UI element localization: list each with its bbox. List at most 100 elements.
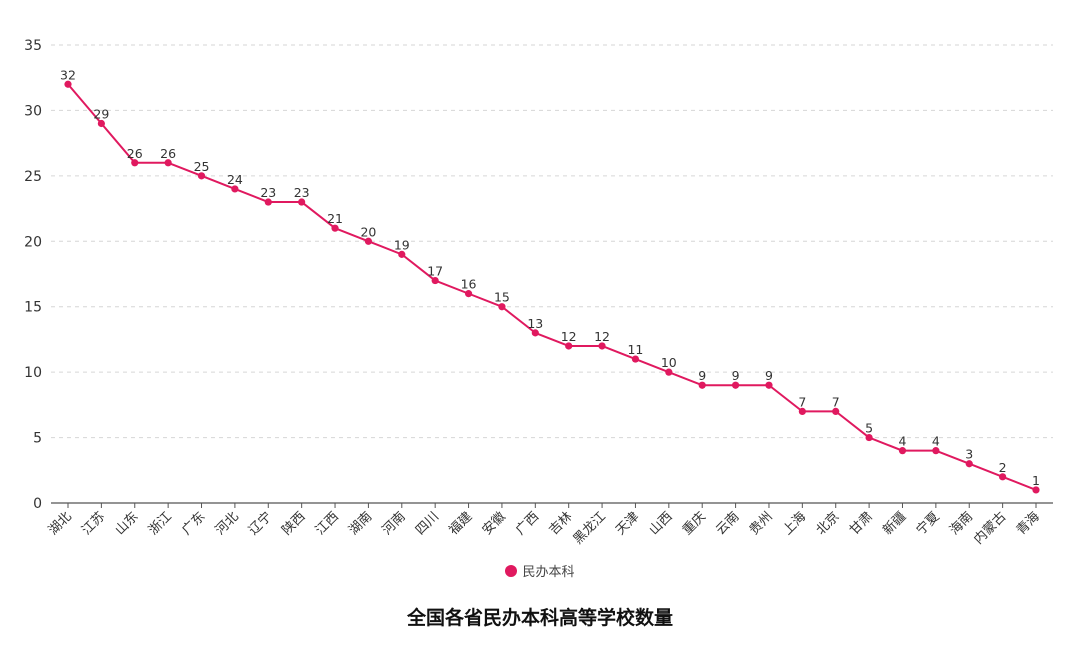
data-point[interactable]: [164, 159, 172, 167]
x-tick-label: 新疆: [880, 509, 910, 539]
x-tick-label: 山西: [647, 509, 676, 538]
x-tick-label: 福建: [446, 509, 475, 538]
y-tick-label: 0: [33, 496, 42, 512]
x-tick-label: 甘肃: [847, 509, 876, 538]
x-tick-label: 上海: [780, 509, 809, 538]
data-label: 19: [394, 237, 410, 252]
series-path: [67, 83, 1037, 491]
x-tick-label: 浙江: [146, 509, 175, 538]
data-label: 23: [294, 185, 310, 200]
x-tick-label: 江苏: [78, 509, 108, 539]
x-tick-label: 江西: [313, 509, 342, 538]
data-point[interactable]: [631, 355, 640, 363]
data-point[interactable]: [464, 290, 473, 298]
data-point[interactable]: [264, 198, 272, 206]
data-label: 26: [160, 146, 176, 161]
data-label: 4: [899, 434, 907, 449]
data-point[interactable]: [798, 407, 806, 415]
x-tick-label: 湖南: [346, 509, 376, 539]
data-point[interactable]: [364, 237, 373, 245]
y-tick-label: 25: [24, 169, 42, 185]
x-tick-label: 宁夏: [913, 509, 943, 539]
y-axis: 0 5 10 15 20 25 30 35: [24, 38, 42, 512]
data-label: 25: [194, 159, 210, 174]
x-tick-label: 海南: [946, 509, 976, 539]
x-tick-label: 黑龙江: [571, 509, 609, 547]
data-label: 9: [698, 368, 706, 383]
data-point[interactable]: [565, 342, 573, 350]
y-tick-label: 30: [24, 103, 42, 119]
data-label: 7: [798, 394, 806, 409]
data-point[interactable]: [498, 303, 506, 311]
x-tick-label: 河北: [213, 509, 242, 538]
data-point[interactable]: [197, 172, 206, 180]
data-point[interactable]: [999, 473, 1007, 481]
y-tick-label: 20: [24, 234, 42, 250]
x-tick-label: 内蒙古: [971, 509, 1010, 548]
x-tick-label: 河南: [379, 509, 409, 539]
data-point[interactable]: [965, 460, 973, 468]
data-point[interactable]: [598, 342, 606, 350]
data-point[interactable]: [765, 381, 773, 389]
x-tick-label: 四川: [413, 509, 442, 538]
legend[interactable]: 民办本科: [0, 561, 1080, 580]
x-tick-label: 贵州: [747, 509, 776, 538]
x-tick-label: 云南: [713, 509, 743, 539]
data-label: 12: [561, 329, 577, 344]
data-label: 20: [360, 224, 376, 239]
data-point[interactable]: [398, 250, 406, 258]
y-tick-label: 35: [24, 38, 42, 54]
data-label: 24: [227, 172, 243, 187]
data-label: 7: [832, 394, 840, 409]
x-tick-label: 广东: [179, 509, 208, 538]
x-tick-label: 广西: [513, 509, 542, 538]
legend-label: 民办本科: [522, 565, 575, 580]
data-point[interactable]: [832, 407, 840, 415]
data-point[interactable]: [1032, 486, 1040, 494]
data-point[interactable]: [898, 447, 907, 455]
data-label: 32: [60, 67, 76, 82]
x-tick-label: 青海: [1014, 509, 1043, 538]
data-label: 21: [327, 211, 343, 226]
data-point[interactable]: [665, 368, 673, 376]
data-point[interactable]: [731, 381, 740, 389]
data-label: 17: [427, 264, 443, 279]
data-label: 3: [965, 447, 973, 462]
data-label: 29: [93, 107, 109, 122]
data-label: 12: [594, 329, 610, 344]
x-tick-label: 重庆: [679, 509, 709, 539]
data-label: 23: [260, 185, 276, 200]
y-tick-label: 15: [24, 300, 42, 316]
data-label: 1: [1032, 473, 1040, 488]
data-point[interactable]: [698, 381, 706, 389]
data-label: 5: [865, 421, 873, 436]
data-point[interactable]: [298, 198, 306, 206]
data-label: 9: [765, 368, 773, 383]
data-point[interactable]: [531, 329, 539, 337]
data-label: 26: [127, 146, 143, 161]
data-label: 16: [461, 277, 477, 292]
legend-marker-icon: [505, 565, 518, 577]
data-point[interactable]: [64, 80, 72, 88]
series-line: [64, 80, 1040, 494]
x-tick-label: 山东: [113, 509, 142, 538]
x-tick-label: 辽宁: [245, 509, 275, 539]
data-point[interactable]: [331, 224, 339, 232]
data-point[interactable]: [97, 119, 105, 128]
data-label: 2: [999, 460, 1007, 475]
x-tick-label: 陕西: [279, 509, 308, 538]
x-tick-label: 吉林: [547, 509, 576, 538]
y-tick-label: 10: [24, 365, 42, 381]
data-point[interactable]: [865, 433, 873, 442]
data-point[interactable]: [231, 185, 239, 193]
line-chart: 0 5 10 15 20 25 30 35 湖北 江苏 山东 浙江 广东 河北 辽宁 陕西 江西 湖南 河南 四川福…: [24, 38, 1053, 548]
x-tick-label: 湖北: [46, 509, 75, 538]
data-point[interactable]: [131, 159, 139, 167]
data-label: 4: [932, 434, 940, 449]
data-point[interactable]: [431, 276, 439, 285]
x-tick-label: 北京: [814, 509, 843, 538]
data-label: 15: [494, 290, 510, 305]
data-point[interactable]: [932, 447, 940, 455]
data-label: 11: [627, 342, 643, 357]
